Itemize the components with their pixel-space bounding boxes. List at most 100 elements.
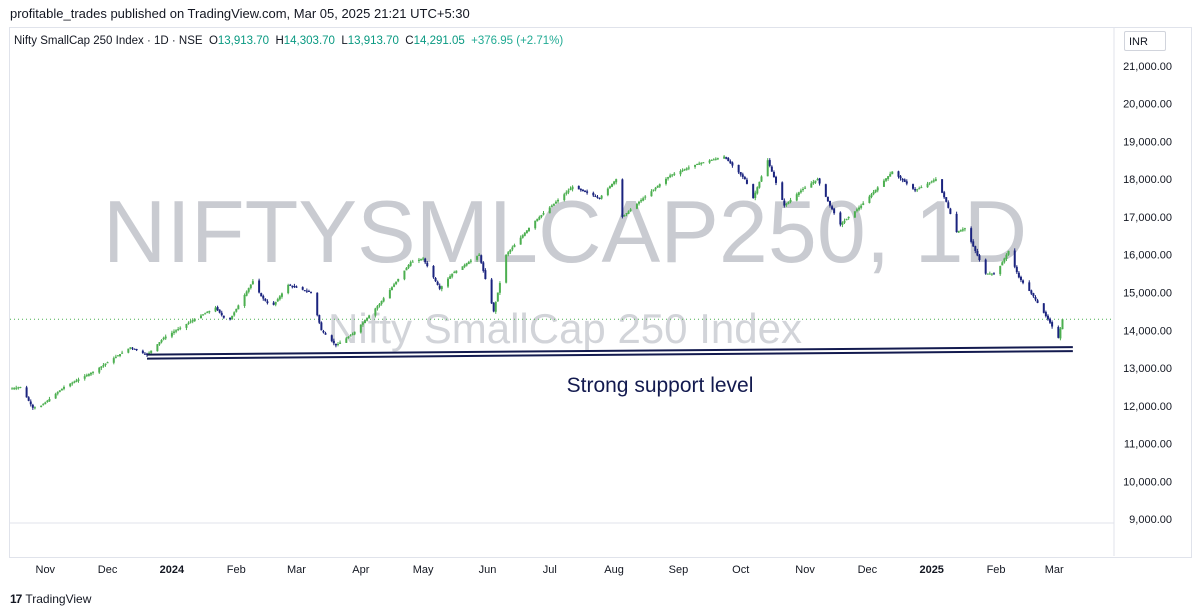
price-bar xyxy=(405,267,408,271)
price-bar xyxy=(390,287,393,290)
price-bar xyxy=(801,189,804,191)
price-bar xyxy=(15,387,18,389)
price-bar xyxy=(339,342,342,344)
price-bar xyxy=(540,215,543,217)
x-tick-label: Sep xyxy=(669,564,689,576)
price-bar xyxy=(44,402,47,405)
price-bar xyxy=(959,230,962,232)
price-bar xyxy=(494,301,497,312)
price-bar xyxy=(345,338,348,343)
price-bar xyxy=(723,156,726,159)
price-bar xyxy=(25,387,28,398)
price-bar xyxy=(584,190,587,192)
price-bar xyxy=(702,162,705,164)
price-bar xyxy=(409,262,412,266)
price-bar xyxy=(27,397,30,401)
price-bar xyxy=(812,181,815,184)
price-bar xyxy=(266,301,269,304)
watermark-name: Nifty SmallCap 250 Index xyxy=(328,305,802,352)
price-bar xyxy=(451,273,454,277)
price-bar xyxy=(280,293,283,297)
price-bar xyxy=(814,180,817,183)
price-bar xyxy=(974,246,977,251)
price-bar xyxy=(887,176,890,179)
x-axis[interactable]: Nov Dec 2024 Feb Mar Apr May Jun Jul Aug Sep Oct Nov… xyxy=(36,564,1064,576)
price-bar xyxy=(42,404,45,406)
price-bar xyxy=(214,307,217,312)
price-bar xyxy=(492,302,495,312)
price-bar xyxy=(436,281,439,285)
price-bar xyxy=(826,196,829,202)
price-bar xyxy=(920,187,923,189)
price-bar xyxy=(654,187,657,190)
price-bar xyxy=(179,327,182,329)
price-bar xyxy=(671,174,674,176)
price-bar xyxy=(673,173,676,175)
price-bar xyxy=(75,380,78,382)
price-bar xyxy=(330,335,333,342)
price-bar xyxy=(160,339,163,343)
price-bar xyxy=(957,231,960,233)
price-bar xyxy=(745,179,748,184)
price-bar xyxy=(611,183,614,187)
price-bar xyxy=(1030,290,1033,294)
price-bar xyxy=(523,232,526,236)
price-bar xyxy=(351,334,354,336)
price-bar xyxy=(461,266,464,270)
x-tick-label: Dec xyxy=(98,564,118,576)
price-bar xyxy=(490,279,493,304)
symbol-label[interactable]: Nifty SmallCap 250 Index · 1D · NSE xyxy=(14,35,203,47)
currency-button[interactable]: INR xyxy=(1124,31,1166,51)
price-bar xyxy=(901,179,904,181)
price-bar xyxy=(320,322,323,331)
footer-brand[interactable]: TradingView xyxy=(25,592,92,606)
price-bar xyxy=(862,203,865,205)
y-tick-label: 9,000.00 xyxy=(1129,514,1172,526)
price-bar xyxy=(156,344,159,352)
price-bar xyxy=(847,216,850,219)
price-bar xyxy=(476,256,479,260)
price-bar xyxy=(482,262,485,271)
price-bar xyxy=(187,322,190,324)
price-bar xyxy=(46,400,49,403)
price-bar xyxy=(712,159,715,161)
support-lines[interactable] xyxy=(147,346,1073,360)
price-bar xyxy=(218,309,221,313)
y-tick-label: 11,000.00 xyxy=(1124,439,1172,451)
price-bar xyxy=(550,205,553,207)
x-tick-label: Aug xyxy=(604,564,624,576)
price-bar xyxy=(754,192,757,199)
tradingview-logo-icon[interactable]: 17 xyxy=(10,592,22,606)
y-axis[interactable]: 9,000.00 10,000.00 11,000.00 12,000.00 13,00… xyxy=(1123,61,1172,526)
high-value: 14,303.70 xyxy=(283,35,335,47)
price-bar xyxy=(758,181,761,188)
price-bar xyxy=(664,178,667,184)
price-bar xyxy=(318,315,321,323)
price-bar xyxy=(961,229,964,231)
price-bar xyxy=(1019,276,1022,281)
price-bar xyxy=(828,200,831,206)
price-bar xyxy=(569,188,572,191)
price-bar xyxy=(841,222,844,225)
price-bar xyxy=(741,174,744,177)
price-bar xyxy=(947,202,950,208)
price-bar xyxy=(368,315,371,319)
price-bar xyxy=(613,181,616,185)
y-tick-label: 17,000.00 xyxy=(1123,212,1172,224)
x-tick-label: May xyxy=(413,564,434,576)
watermark: NIFTYSMLCAP250, 1D Nifty SmallCap 250 In… xyxy=(103,182,1027,352)
price-bar xyxy=(247,288,250,292)
price-bar xyxy=(1007,250,1010,255)
price-bar xyxy=(251,281,254,285)
price-bar xyxy=(264,298,267,301)
y-tick-label: 10,000.00 xyxy=(1123,476,1172,488)
price-bar xyxy=(420,259,423,261)
support-annotation[interactable]: Strong support level xyxy=(567,374,754,397)
price-bar xyxy=(119,354,122,357)
price-bar xyxy=(729,161,732,164)
price-bar xyxy=(845,218,848,221)
high-label: H xyxy=(275,35,284,47)
price-bar xyxy=(1061,319,1064,330)
price-bar xyxy=(536,218,539,222)
